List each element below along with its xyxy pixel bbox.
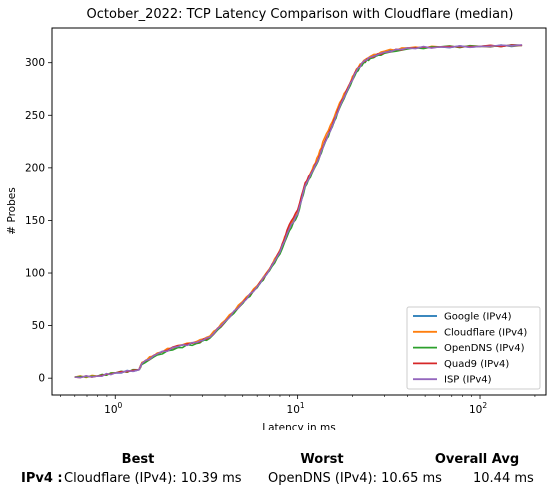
x-axis: 100 101 102 <box>60 395 536 416</box>
x-tick-label: 100 <box>104 401 122 416</box>
y-axis: 0 50 100 150 200 250 300 <box>25 57 52 385</box>
y-axis-label: # Probes <box>6 187 18 234</box>
avg-value: 10.44 ms <box>473 471 534 486</box>
y-tick-label: 250 <box>25 110 45 122</box>
series-lines <box>74 44 523 379</box>
y-tick-label: 100 <box>25 268 45 280</box>
legend-label: OpenDNS (IPv4) <box>444 343 525 354</box>
legend-label: Cloudflare (IPv4) <box>444 327 527 338</box>
row-label: IPv4 : <box>21 471 63 486</box>
worst-value: OpenDNS (IPv4): 10.65 ms <box>268 471 442 486</box>
y-tick-label: 50 <box>32 320 45 332</box>
legend: Google (IPv4) Cloudflare (IPv4) OpenDNS (I… <box>406 306 541 390</box>
x-axis-label: Latency in ms <box>262 422 335 430</box>
plot-frame <box>51 27 547 396</box>
legend-frame <box>406 306 541 390</box>
legend-label: ISP (IPv4) <box>444 375 492 386</box>
avg-header: Overall Avg <box>434 452 520 467</box>
legend-label: Google (IPv4) <box>444 312 512 323</box>
legend-label: Quad9 (IPv4) <box>444 359 509 370</box>
summary-table: Best Worst Overall Avg IPv4 : Cloudflare… <box>0 448 555 496</box>
worst-header: Worst <box>300 452 344 467</box>
best-header: Best <box>121 452 155 467</box>
y-tick-label: 150 <box>25 215 45 227</box>
x-tick-label: 102 <box>469 401 487 416</box>
latency-chart: October_2022: TCP Latency Comparison wit… <box>6 7 547 430</box>
y-tick-label: 300 <box>25 57 45 69</box>
series-line <box>74 44 523 379</box>
x-tick-label: 101 <box>287 401 305 416</box>
y-tick-label: 0 <box>38 373 45 385</box>
best-value: Cloudflare (IPv4): 10.39 ms <box>64 471 242 486</box>
y-tick-label: 200 <box>25 162 45 174</box>
chart-title: October_2022: TCP Latency Comparison wit… <box>87 7 514 22</box>
